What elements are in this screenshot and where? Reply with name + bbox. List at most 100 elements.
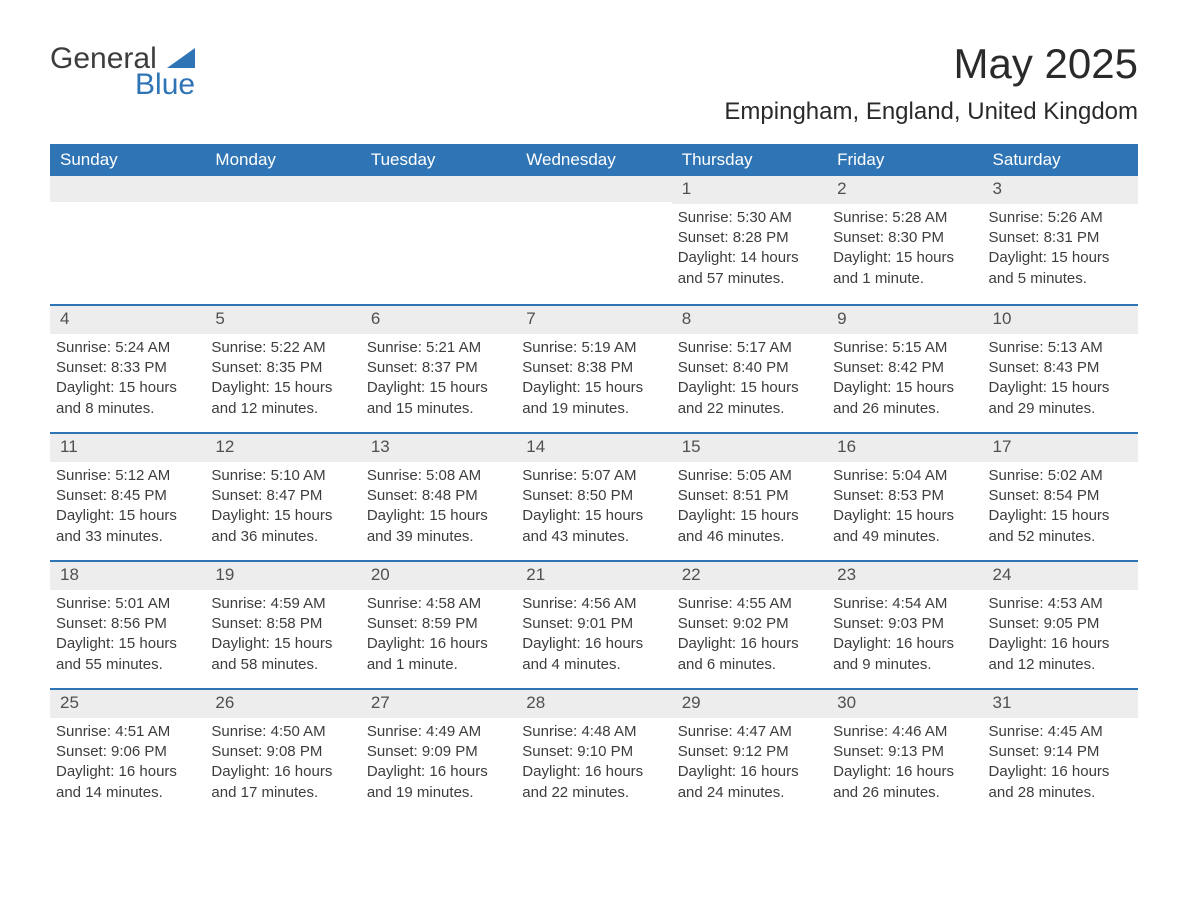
week-row: 18Sunrise: 5:01 AMSunset: 8:56 PMDayligh… xyxy=(50,560,1138,688)
day-number: 19 xyxy=(205,562,360,590)
day-number: 13 xyxy=(361,434,516,462)
sunset-line: Sunset: 8:59 PM xyxy=(367,614,510,634)
weekday-header: Thursday xyxy=(672,144,827,176)
day-number: 5 xyxy=(205,306,360,334)
sunset-line: Sunset: 8:38 PM xyxy=(522,358,665,378)
sunset-line: Sunset: 8:53 PM xyxy=(833,486,976,506)
day-number: 16 xyxy=(827,434,982,462)
day-body: Sunrise: 5:08 AMSunset: 8:48 PMDaylight:… xyxy=(361,462,516,557)
day-body: Sunrise: 4:45 AMSunset: 9:14 PMDaylight:… xyxy=(983,718,1138,813)
sunrise-line: Sunrise: 5:17 AM xyxy=(678,338,821,358)
daylight-line: Daylight: 16 hours and 26 minutes. xyxy=(833,762,976,803)
empty-day-bar xyxy=(50,176,205,202)
day-body: Sunrise: 5:26 AMSunset: 8:31 PMDaylight:… xyxy=(983,204,1138,299)
sunset-line: Sunset: 8:54 PM xyxy=(989,486,1132,506)
day-body: Sunrise: 5:22 AMSunset: 8:35 PMDaylight:… xyxy=(205,334,360,429)
weekday-header: Saturday xyxy=(983,144,1138,176)
brand-logo: General Blue xyxy=(50,40,195,100)
sunset-line: Sunset: 9:13 PM xyxy=(833,742,976,762)
week-row: 1Sunrise: 5:30 AMSunset: 8:28 PMDaylight… xyxy=(50,176,1138,304)
daylight-line: Daylight: 16 hours and 19 minutes. xyxy=(367,762,510,803)
day-body: Sunrise: 5:30 AMSunset: 8:28 PMDaylight:… xyxy=(672,204,827,299)
day-cell: 10Sunrise: 5:13 AMSunset: 8:43 PMDayligh… xyxy=(983,306,1138,432)
sunrise-line: Sunrise: 5:24 AM xyxy=(56,338,199,358)
sunrise-line: Sunrise: 4:50 AM xyxy=(211,722,354,742)
day-cell: 11Sunrise: 5:12 AMSunset: 8:45 PMDayligh… xyxy=(50,434,205,560)
sunrise-line: Sunrise: 4:46 AM xyxy=(833,722,976,742)
day-cell: 17Sunrise: 5:02 AMSunset: 8:54 PMDayligh… xyxy=(983,434,1138,560)
day-cell: 30Sunrise: 4:46 AMSunset: 9:13 PMDayligh… xyxy=(827,690,982,816)
daylight-line: Daylight: 15 hours and 55 minutes. xyxy=(56,634,199,675)
sunset-line: Sunset: 9:01 PM xyxy=(522,614,665,634)
day-body: Sunrise: 4:53 AMSunset: 9:05 PMDaylight:… xyxy=(983,590,1138,685)
sunset-line: Sunset: 9:08 PM xyxy=(211,742,354,762)
day-number: 24 xyxy=(983,562,1138,590)
day-body: Sunrise: 5:21 AMSunset: 8:37 PMDaylight:… xyxy=(361,334,516,429)
sunset-line: Sunset: 8:28 PM xyxy=(678,228,821,248)
day-body: Sunrise: 5:19 AMSunset: 8:38 PMDaylight:… xyxy=(516,334,671,429)
brand-text: General Blue xyxy=(50,40,195,100)
day-number: 23 xyxy=(827,562,982,590)
sunrise-line: Sunrise: 5:07 AM xyxy=(522,466,665,486)
day-body: Sunrise: 4:46 AMSunset: 9:13 PMDaylight:… xyxy=(827,718,982,813)
day-body: Sunrise: 5:04 AMSunset: 8:53 PMDaylight:… xyxy=(827,462,982,557)
day-number: 21 xyxy=(516,562,671,590)
calendar: SundayMondayTuesdayWednesdayThursdayFrid… xyxy=(50,144,1138,816)
day-cell: 26Sunrise: 4:50 AMSunset: 9:08 PMDayligh… xyxy=(205,690,360,816)
day-number: 28 xyxy=(516,690,671,718)
sunrise-line: Sunrise: 4:49 AM xyxy=(367,722,510,742)
sunset-line: Sunset: 8:56 PM xyxy=(56,614,199,634)
daylight-line: Daylight: 15 hours and 52 minutes. xyxy=(989,506,1132,547)
day-body: Sunrise: 4:48 AMSunset: 9:10 PMDaylight:… xyxy=(516,718,671,813)
sunrise-line: Sunrise: 5:12 AM xyxy=(56,466,199,486)
day-body: Sunrise: 4:56 AMSunset: 9:01 PMDaylight:… xyxy=(516,590,671,685)
day-cell: 2Sunrise: 5:28 AMSunset: 8:30 PMDaylight… xyxy=(827,176,982,304)
sunset-line: Sunset: 8:35 PM xyxy=(211,358,354,378)
day-cell: 6Sunrise: 5:21 AMSunset: 8:37 PMDaylight… xyxy=(361,306,516,432)
sunset-line: Sunset: 9:06 PM xyxy=(56,742,199,762)
day-cell: 1Sunrise: 5:30 AMSunset: 8:28 PMDaylight… xyxy=(672,176,827,304)
sunset-line: Sunset: 9:12 PM xyxy=(678,742,821,762)
day-number: 2 xyxy=(827,176,982,204)
day-cell: 7Sunrise: 5:19 AMSunset: 8:38 PMDaylight… xyxy=(516,306,671,432)
sunset-line: Sunset: 9:10 PM xyxy=(522,742,665,762)
day-cell: 4Sunrise: 5:24 AMSunset: 8:33 PMDaylight… xyxy=(50,306,205,432)
day-body: Sunrise: 4:58 AMSunset: 8:59 PMDaylight:… xyxy=(361,590,516,685)
day-cell: 20Sunrise: 4:58 AMSunset: 8:59 PMDayligh… xyxy=(361,562,516,688)
day-number: 18 xyxy=(50,562,205,590)
day-cell: 12Sunrise: 5:10 AMSunset: 8:47 PMDayligh… xyxy=(205,434,360,560)
day-cell: 21Sunrise: 4:56 AMSunset: 9:01 PMDayligh… xyxy=(516,562,671,688)
sunrise-line: Sunrise: 4:51 AM xyxy=(56,722,199,742)
day-number: 15 xyxy=(672,434,827,462)
daylight-line: Daylight: 15 hours and 8 minutes. xyxy=(56,378,199,419)
title-block: May 2025 Empingham, England, United King… xyxy=(724,40,1138,140)
day-cell: 27Sunrise: 4:49 AMSunset: 9:09 PMDayligh… xyxy=(361,690,516,816)
sunset-line: Sunset: 9:05 PM xyxy=(989,614,1132,634)
daylight-line: Daylight: 15 hours and 19 minutes. xyxy=(522,378,665,419)
sunset-line: Sunset: 8:48 PM xyxy=(367,486,510,506)
day-number: 31 xyxy=(983,690,1138,718)
daylight-line: Daylight: 14 hours and 57 minutes. xyxy=(678,248,821,289)
daylight-line: Daylight: 16 hours and 6 minutes. xyxy=(678,634,821,675)
empty-day-cell xyxy=(361,176,516,304)
sunrise-line: Sunrise: 4:45 AM xyxy=(989,722,1132,742)
sunset-line: Sunset: 8:42 PM xyxy=(833,358,976,378)
day-cell: 25Sunrise: 4:51 AMSunset: 9:06 PMDayligh… xyxy=(50,690,205,816)
sunrise-line: Sunrise: 5:21 AM xyxy=(367,338,510,358)
sunset-line: Sunset: 8:37 PM xyxy=(367,358,510,378)
sunrise-line: Sunrise: 5:04 AM xyxy=(833,466,976,486)
sunrise-line: Sunrise: 5:01 AM xyxy=(56,594,199,614)
sunset-line: Sunset: 8:47 PM xyxy=(211,486,354,506)
day-number: 4 xyxy=(50,306,205,334)
day-body: Sunrise: 5:12 AMSunset: 8:45 PMDaylight:… xyxy=(50,462,205,557)
daylight-line: Daylight: 15 hours and 15 minutes. xyxy=(367,378,510,419)
sunset-line: Sunset: 8:31 PM xyxy=(989,228,1132,248)
daylight-line: Daylight: 15 hours and 49 minutes. xyxy=(833,506,976,547)
day-number: 20 xyxy=(361,562,516,590)
weekday-header: Tuesday xyxy=(361,144,516,176)
daylight-line: Daylight: 16 hours and 12 minutes. xyxy=(989,634,1132,675)
sunrise-line: Sunrise: 5:05 AM xyxy=(678,466,821,486)
sunrise-line: Sunrise: 5:28 AM xyxy=(833,208,976,228)
sunset-line: Sunset: 8:40 PM xyxy=(678,358,821,378)
sunrise-line: Sunrise: 4:56 AM xyxy=(522,594,665,614)
